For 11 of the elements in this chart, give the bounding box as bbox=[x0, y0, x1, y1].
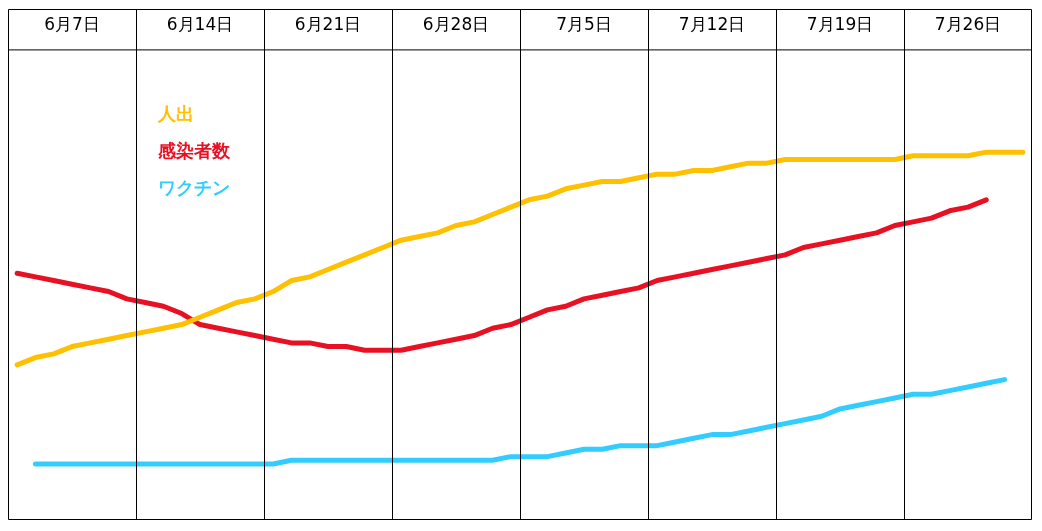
x-tick-label: 7月26日 bbox=[934, 13, 1002, 34]
text: 感染者数 bbox=[157, 140, 231, 162]
x-tick-label: 7月5日 bbox=[556, 13, 612, 34]
x-tick-label: 7月12日 bbox=[678, 13, 746, 34]
x-tick-label: 6月21日 bbox=[294, 13, 362, 34]
x-tick-label: 6月7日 bbox=[44, 13, 100, 34]
x-tick-label: 6月14日 bbox=[166, 13, 234, 34]
text: 人出 bbox=[157, 103, 194, 125]
x-tick-label: 6月28日 bbox=[422, 13, 490, 34]
x-tick-label: 7月19日 bbox=[806, 13, 874, 34]
text: ワクチン bbox=[158, 177, 230, 199]
